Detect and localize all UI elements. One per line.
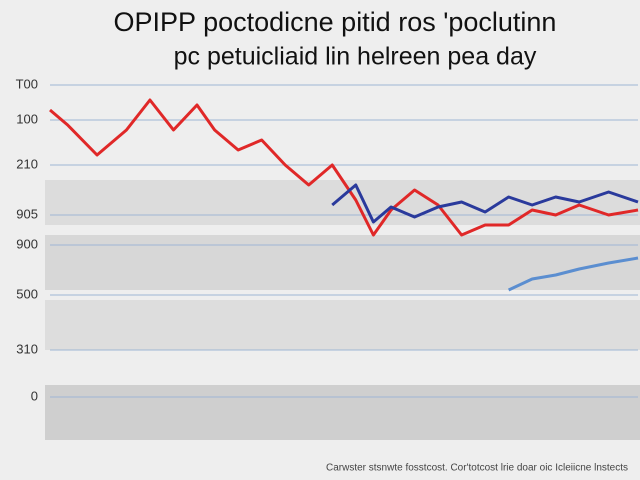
- y-tick-label: 905: [16, 206, 38, 221]
- chart-title: OPIPP poctodicne pitid ros 'poclutinn: [114, 7, 557, 37]
- y-tick-label: T00: [16, 76, 38, 91]
- footnote: Carwster stsnwte fosstcost. Cor'totcost …: [326, 463, 628, 474]
- y-tick-label: 500: [16, 286, 38, 301]
- band: [45, 180, 640, 225]
- line-series: [49, 98, 639, 237]
- line-series: [331, 183, 639, 224]
- y-tick-label: 0: [31, 388, 38, 403]
- y-tick-label: 100: [16, 111, 38, 126]
- y-tick-label: 310: [16, 341, 38, 356]
- band: [45, 300, 640, 350]
- y-tick-label: 900: [16, 236, 38, 251]
- line-series: [508, 256, 639, 292]
- chart-subtitle: pc petuicliaid lin helreen pea day: [174, 43, 537, 71]
- y-tick-label: 210: [16, 156, 38, 171]
- x-label-strip: [45, 385, 640, 440]
- band: [45, 235, 640, 290]
